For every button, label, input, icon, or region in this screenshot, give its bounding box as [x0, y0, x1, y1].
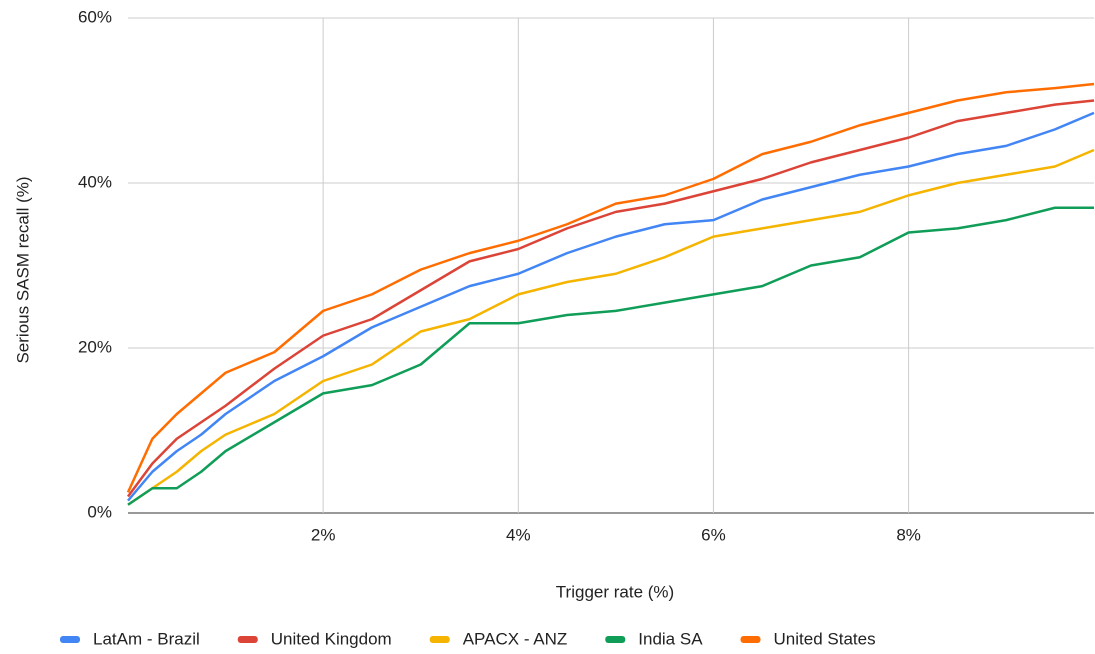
legend-swatch — [237, 636, 258, 643]
series-line — [127, 206, 1094, 506]
y-axis-label: Serious SASM recall (%) — [13, 176, 32, 363]
x-tick-label: 8% — [896, 525, 921, 544]
series-line — [126, 99, 1095, 498]
x-axis-label: Trigger rate (%) — [556, 582, 674, 601]
y-tick-label: 0% — [87, 502, 112, 521]
legend-swatch — [429, 636, 450, 643]
x-tick-label: 4% — [506, 525, 531, 544]
y-tick-label: 40% — [78, 172, 112, 191]
legend-label: United Kingdom — [271, 629, 392, 648]
series-line — [126, 82, 1095, 493]
legend-label: India SA — [638, 629, 703, 648]
legend-label: LatAm - Brazil — [93, 629, 200, 648]
x-tick-label: 2% — [311, 525, 336, 544]
series-line — [127, 111, 1095, 502]
legend-swatch — [605, 636, 626, 643]
y-tick-label: 20% — [78, 337, 112, 356]
y-tick-label: 60% — [78, 7, 112, 26]
series-line — [127, 148, 1095, 506]
legend-label: APACX - ANZ — [463, 629, 568, 648]
legend-swatch — [60, 636, 80, 643]
x-tick-label: 6% — [701, 525, 726, 544]
legend-label: United States — [774, 629, 876, 648]
legend-swatch — [740, 636, 761, 643]
